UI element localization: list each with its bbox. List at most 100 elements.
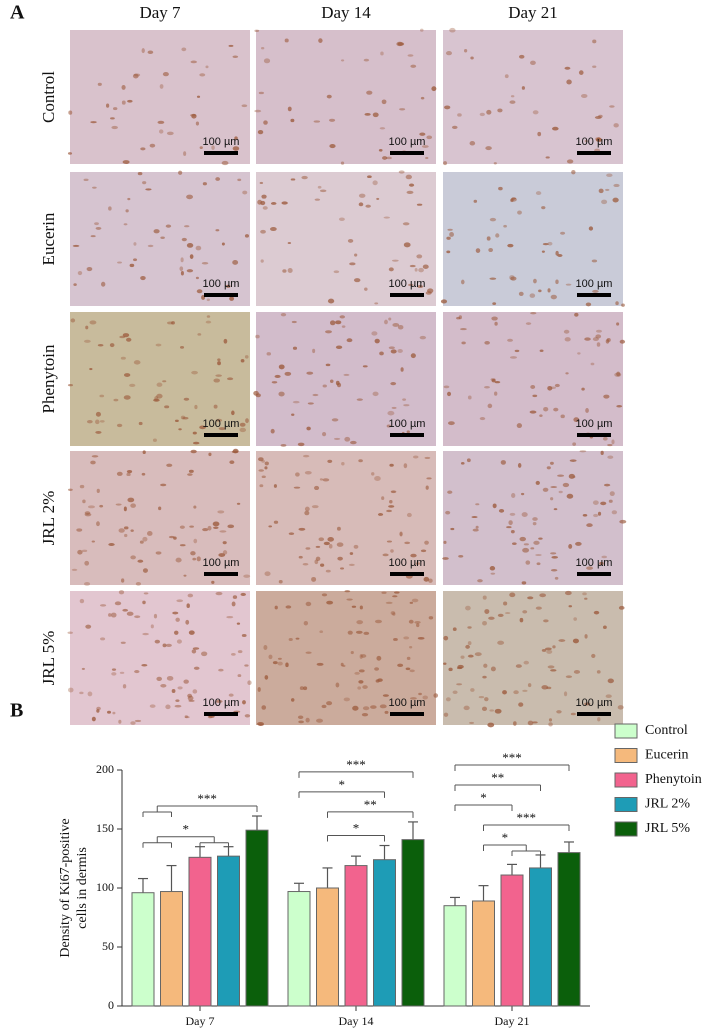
nucleus [555, 279, 559, 285]
nucleus [329, 143, 336, 149]
nucleus [374, 667, 380, 671]
nucleus [588, 226, 594, 231]
nucleus [311, 576, 317, 582]
nucleus [179, 266, 184, 272]
nucleus [384, 319, 388, 325]
nucleus [153, 398, 160, 402]
nucleus [416, 254, 423, 259]
nucleus [517, 463, 522, 468]
nucleus [90, 121, 97, 124]
nucleus [425, 291, 432, 295]
nucleus [553, 407, 559, 412]
tile [443, 312, 623, 446]
nucleus [160, 483, 167, 487]
nucleus [202, 182, 207, 186]
nucleus [512, 542, 517, 546]
nucleus [95, 411, 101, 417]
nucleus [358, 193, 366, 198]
nucleus [613, 183, 620, 188]
nucleus [149, 704, 156, 708]
y-tick-label: 200 [96, 762, 114, 776]
nucleus [532, 721, 538, 724]
nucleus [100, 637, 106, 641]
nucleus [116, 471, 123, 476]
nucleus [386, 509, 392, 513]
nucleus [407, 54, 414, 57]
nucleus [322, 431, 327, 437]
nucleus [619, 519, 627, 524]
nucleus [399, 108, 406, 111]
nucleus [92, 186, 97, 189]
nucleus [181, 47, 187, 52]
nucleus [322, 384, 327, 388]
nucleus [485, 146, 492, 151]
nucleus [111, 672, 117, 676]
scale-bar-label: 100 µm [389, 697, 426, 709]
nucleus [335, 345, 343, 349]
nucleus [518, 291, 524, 296]
bar [287, 891, 311, 1007]
nucleus [616, 405, 623, 408]
nucleus [280, 444, 287, 447]
nucleus [176, 599, 184, 603]
nucleus [183, 574, 187, 577]
nucleus [511, 493, 516, 498]
nucleus [113, 398, 119, 402]
nucleus [497, 613, 504, 617]
nucleus [278, 391, 285, 397]
nucleus [449, 27, 456, 33]
bar [472, 900, 495, 1007]
scale-bar [577, 293, 611, 297]
nucleus [261, 194, 267, 199]
micrograph [440, 170, 625, 307]
nucleus [601, 555, 608, 559]
nucleus [79, 598, 85, 604]
nucleus [510, 529, 515, 534]
bar [557, 852, 581, 1007]
nucleus [152, 438, 157, 442]
nucleus [166, 463, 173, 467]
nucleus [463, 705, 470, 711]
nucleus [244, 234, 250, 238]
nucleus [574, 312, 579, 317]
nucleus [600, 450, 604, 455]
nucleus [336, 542, 344, 547]
nucleus [186, 243, 194, 248]
nucleus [545, 156, 550, 159]
nucleus [406, 430, 410, 434]
nucleus [145, 188, 152, 191]
nucleus [390, 349, 397, 354]
nucleus [397, 663, 404, 667]
scale-bar [204, 151, 238, 155]
nucleus [564, 66, 571, 70]
nucleus [402, 222, 410, 226]
nucleus [125, 209, 129, 213]
nucleus [258, 91, 264, 95]
nucleus [515, 664, 522, 668]
nucleus [188, 630, 195, 635]
legend-swatch [614, 748, 638, 763]
nucleus [305, 547, 311, 550]
nucleus [215, 374, 222, 377]
nucleus [602, 625, 607, 630]
nucleus [443, 712, 449, 717]
nucleus [322, 478, 330, 482]
nucleus [591, 653, 596, 658]
nucleus [258, 469, 264, 472]
nucleus [370, 705, 377, 709]
nucleus [410, 353, 416, 359]
nucleus [222, 550, 228, 555]
nucleus [242, 700, 246, 705]
nucleus [175, 699, 180, 702]
nucleus [604, 483, 611, 487]
nucleus [199, 73, 206, 77]
nucleus [325, 330, 332, 334]
nucleus [297, 442, 305, 447]
nucleus [112, 711, 116, 715]
nucleus [575, 541, 582, 546]
nucleus [390, 611, 396, 615]
nucleus [507, 338, 514, 342]
nucleus [340, 662, 344, 667]
nucleus [584, 702, 591, 706]
nucleus [596, 342, 601, 347]
